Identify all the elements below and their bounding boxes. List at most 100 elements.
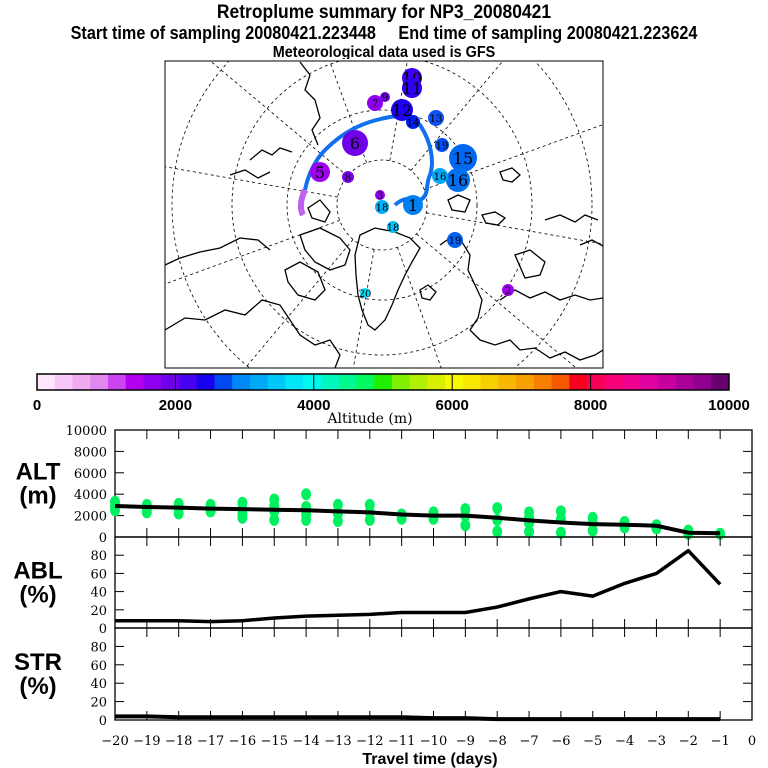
cluster-label: 7	[372, 99, 378, 110]
colorbar-swatch	[232, 374, 251, 390]
colorbar-tick-label: 2000	[159, 397, 192, 414]
cluster-marker	[428, 110, 444, 126]
y-tick-label: 4000	[74, 488, 107, 503]
altitude-point	[364, 498, 375, 511]
x-tick-label: −20	[101, 734, 128, 749]
panel-str: 0 20 40 60 80 STR(%)	[14, 627, 753, 729]
colorbar-swatch	[711, 374, 730, 390]
altitude-point	[269, 513, 280, 526]
cluster-label: 12	[392, 101, 412, 120]
x-tick-label: −16	[229, 734, 256, 749]
cluster-label: 19	[436, 141, 449, 152]
colorbar-swatch	[391, 374, 411, 390]
plume-track-early	[297, 188, 308, 217]
y-tick-label: 60	[90, 659, 107, 674]
cluster-label: 13	[430, 114, 443, 125]
cluster-marker	[387, 221, 399, 233]
colorbar-swatch	[320, 374, 340, 390]
colorbar-swatch	[37, 374, 56, 390]
cluster-label: 3	[377, 191, 383, 202]
y-tick-label: 8000	[74, 445, 107, 460]
panel-frame	[114, 627, 753, 721]
panel-ylabel: ABL	[13, 558, 62, 585]
y-tick-label: 40	[90, 677, 107, 692]
colorbar-swatch	[338, 374, 357, 390]
colorbar-swatch	[107, 374, 127, 390]
latitude-circle	[231, 61, 533, 356]
altitude-point	[237, 496, 248, 509]
cluster-label: 1	[408, 196, 418, 215]
altitude-point	[332, 498, 343, 511]
x-tick-label: −4	[615, 734, 634, 749]
cluster-marker	[342, 130, 368, 156]
x-tick-label: −18	[165, 734, 192, 749]
colorbar-swatch	[90, 374, 109, 390]
x-tick-label: −3	[647, 734, 666, 749]
x-tick-label: −8	[488, 734, 507, 749]
cluster-marker	[342, 171, 354, 183]
time-series-panels: 0200040006000800010000ALT(m)020406080ABL…	[13, 424, 756, 768]
y-tick-label: 0	[99, 531, 107, 546]
x-tick-label: −5	[583, 734, 602, 749]
cluster-marker	[310, 162, 330, 182]
colorbar-tick-label: 0	[33, 397, 41, 414]
x-tick-label: −19	[133, 734, 160, 749]
x-tick-label: −13	[324, 734, 351, 749]
x-tick-label: −11	[388, 734, 415, 749]
str-line	[115, 714, 721, 722]
colorbar-swatch	[54, 374, 73, 390]
map-graticule	[165, 61, 603, 368]
colorbar-swatch	[533, 374, 553, 390]
abl-line	[115, 548, 722, 624]
altitude-point	[460, 519, 471, 532]
y-tick-label: 80	[90, 640, 107, 655]
colorbar-swatch	[640, 374, 659, 390]
cluster-label: 18	[387, 223, 400, 234]
colorbar-tick-label: 8000	[574, 397, 607, 414]
y-tick-label: 10000	[66, 424, 107, 439]
panel-ylabel: STR	[14, 649, 62, 676]
colorbar-swatch	[658, 374, 677, 390]
altitude-point	[460, 503, 471, 516]
colorbar-swatch	[675, 374, 695, 390]
colorbar-swatch	[516, 374, 535, 390]
y-tick-label: 20	[90, 696, 107, 711]
colorbar-swatch	[249, 374, 269, 390]
altitude-point	[492, 525, 503, 538]
colorbar-swatch	[409, 374, 428, 390]
colorbar-tick-label: 6000	[436, 397, 469, 414]
y-tick-label: 20	[90, 604, 107, 619]
panel-ylabel: (%)	[19, 582, 56, 609]
x-tick-label: −17	[197, 734, 224, 749]
latitude-circle	[286, 109, 478, 301]
arctic-map: 1235678910111213141516161818192019	[164, 60, 604, 369]
colorbar-swatch	[551, 374, 570, 390]
x-tick-label: −9	[456, 734, 475, 749]
map-frame	[164, 60, 604, 369]
latitude-circle	[336, 159, 428, 251]
colorbar-swatch	[445, 374, 464, 390]
colorbar-swatch	[303, 374, 322, 390]
cluster-label: 20	[359, 289, 372, 300]
cluster-marker	[406, 115, 420, 129]
y-tick-label: 40	[90, 586, 107, 601]
altitude-point	[555, 526, 566, 539]
altitude-point	[587, 511, 598, 524]
colorbar-frame	[36, 373, 730, 391]
colorbar-swatch	[143, 374, 162, 390]
colorbar-tick-label: 10000	[708, 397, 750, 414]
panel-ylabel: (%)	[19, 673, 56, 700]
y-tick-label: 2000	[74, 510, 107, 525]
cluster-marker	[447, 232, 463, 248]
cluster-label: 18	[376, 203, 389, 214]
x-tick-label: −12	[356, 734, 383, 749]
cluster-marker	[403, 195, 423, 215]
x-axis-label: Travel time (days)	[362, 751, 497, 768]
colorbar-swatch	[569, 374, 588, 390]
colorbar-swatch	[427, 374, 446, 390]
panel-abl: 0 20 40 60 80 ABL(%)	[13, 536, 753, 637]
cluster-label: 5	[315, 163, 325, 182]
latitude-circle	[171, 61, 593, 368]
colorbar-swatch	[72, 374, 91, 390]
panel-frame	[114, 536, 753, 629]
